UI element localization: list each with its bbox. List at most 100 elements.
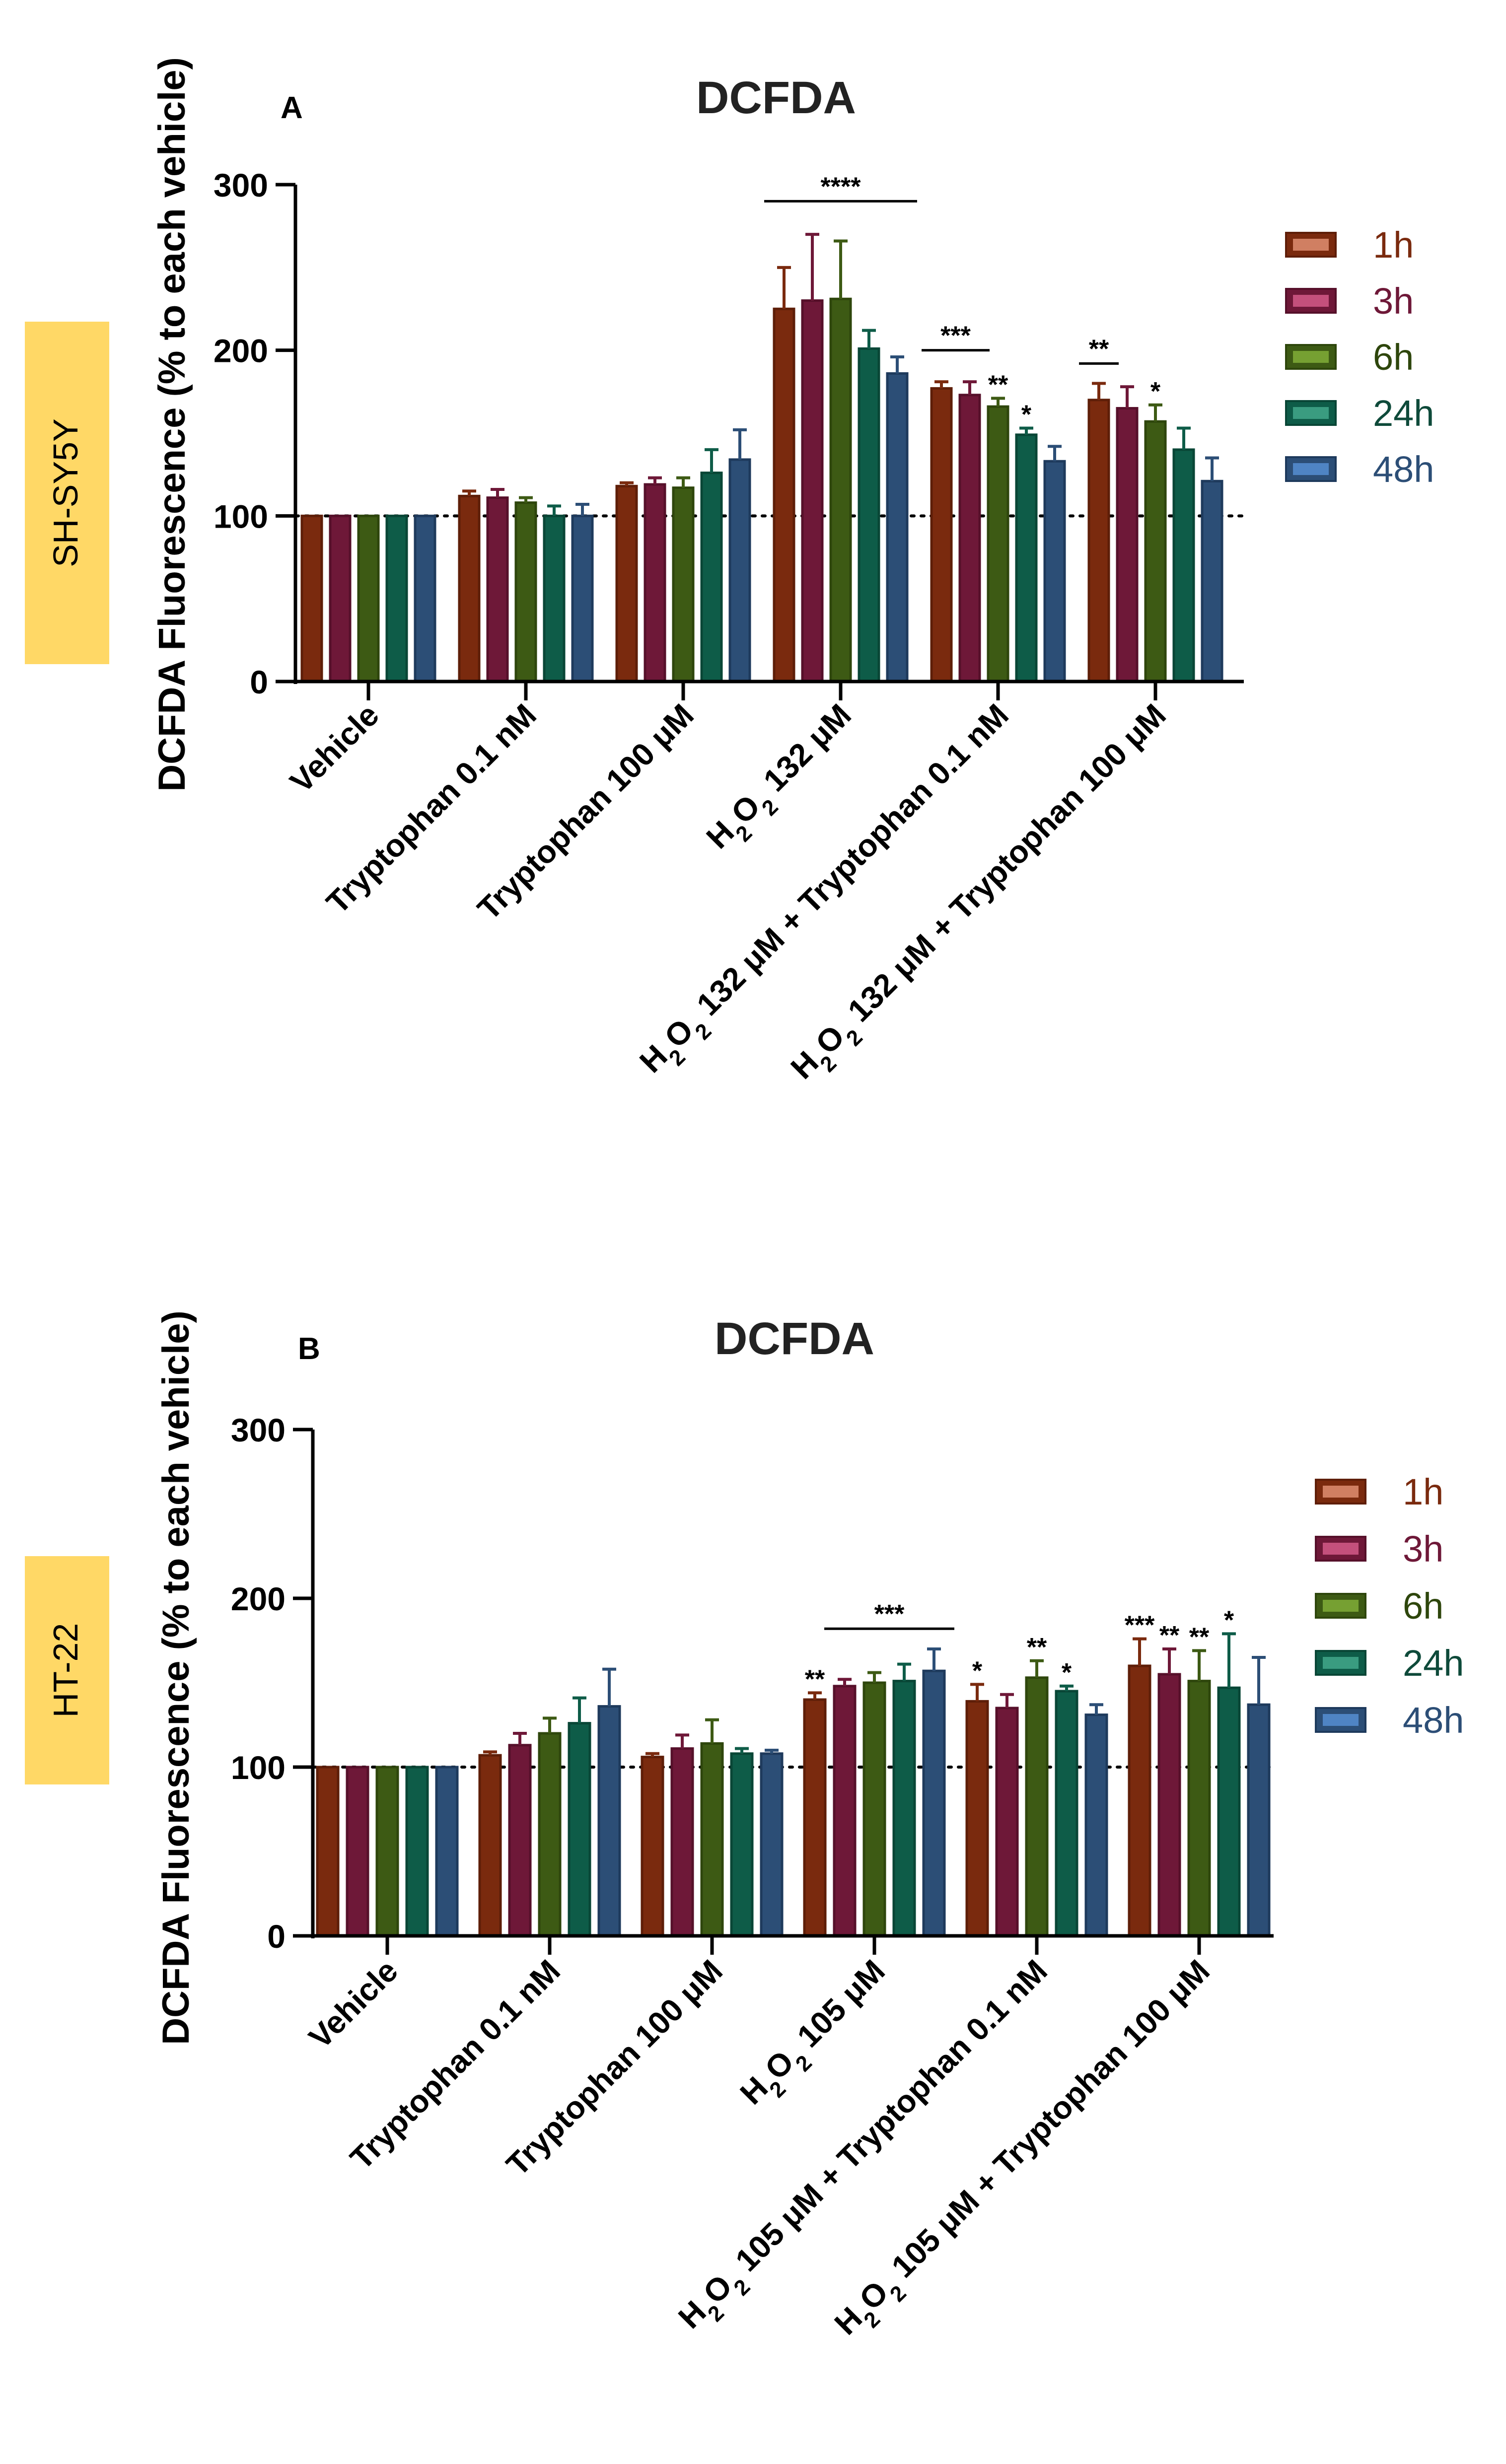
category-label: Vehicle <box>283 697 386 800</box>
legend-label-48h: 48h <box>1373 449 1434 490</box>
legend-label-24h: 24h <box>1403 1643 1464 1684</box>
legend-swatch-inner <box>1293 463 1329 475</box>
cell-line-box <box>25 1556 109 1784</box>
bar-6h-1 <box>514 501 537 683</box>
bar-3h-5 <box>1157 1673 1181 1937</box>
bar-1h-2 <box>615 484 638 683</box>
panel-letter: A <box>281 91 303 125</box>
y-tick-label: 100 <box>231 1749 286 1786</box>
legend-label-3h: 3h <box>1403 1528 1443 1570</box>
significance-mark: *** <box>1125 1611 1155 1640</box>
bar-3h-2 <box>644 483 666 683</box>
label-part: H <box>671 2294 713 2335</box>
bar-1h-3 <box>803 1698 827 1937</box>
bar-24h-2 <box>700 472 723 683</box>
label-part: H <box>633 1038 674 1080</box>
label-part: O <box>808 1018 851 1061</box>
legend-swatch-inner <box>1323 1543 1359 1555</box>
bar-24h-0 <box>385 514 408 683</box>
error-bars-layer <box>462 233 1219 516</box>
legend-label-6h: 6h <box>1373 337 1414 378</box>
legend-label-48h: 48h <box>1403 1700 1464 1741</box>
bar-24h-5 <box>1217 1686 1241 1937</box>
bar-48h-5 <box>1201 479 1223 683</box>
bar-3h-3 <box>833 1685 857 1937</box>
bars-layer <box>316 1664 1271 1937</box>
bar-3h-3 <box>801 299 824 683</box>
bar-3h-4 <box>995 1707 1019 1937</box>
bar-48h-0 <box>414 514 436 683</box>
y-axis: 0 100 200 300 <box>231 1412 315 1955</box>
legend-label-6h: 6h <box>1403 1585 1443 1627</box>
significance-label: **** <box>821 172 861 201</box>
category-label: H2O2 105 μM <box>733 1953 899 2119</box>
legend-swatch-inner <box>1323 1486 1359 1498</box>
bar-3h-1 <box>508 1744 532 1937</box>
cell-line-box <box>25 322 109 664</box>
bar-1h-4 <box>930 387 953 683</box>
significance-mark: * <box>1062 1658 1072 1687</box>
bar-6h-5 <box>1187 1680 1211 1937</box>
label-part: O <box>758 2044 800 2086</box>
bar-6h-1 <box>538 1732 562 1937</box>
significance-label: ** <box>1089 335 1109 363</box>
y-tick-label: 300 <box>214 167 268 204</box>
bar-6h-0 <box>357 514 380 683</box>
chart-title: DCFDA <box>696 72 856 123</box>
bar-3h-5 <box>1116 407 1139 683</box>
legend: 1h 3h 6h 24h 48h <box>1285 224 1434 490</box>
bar-24h-0 <box>405 1766 429 1937</box>
label-part: H <box>699 814 741 856</box>
category-label: H2O2 132 μM <box>699 697 865 863</box>
bar-24h-1 <box>543 514 566 683</box>
bar-3h-2 <box>670 1747 694 1937</box>
significance-mark: ** <box>1159 1621 1180 1650</box>
significance-label: *** <box>940 322 971 350</box>
category-label: H2O2 105 μM + Tryptophan 100 μM <box>827 1953 1223 2349</box>
bar-3h-0 <box>329 514 352 683</box>
label-part: 132 μM + Tryptophan 0.1 nM <box>684 697 1015 1028</box>
bars-layer <box>300 297 1223 683</box>
label-part: H <box>827 2300 869 2342</box>
label-part: O <box>657 1012 700 1055</box>
significance-mark: * <box>972 1656 983 1685</box>
legend-swatch-inner <box>1323 1600 1359 1612</box>
bar-24h-3 <box>892 1680 916 1937</box>
significance-mark: ** <box>1027 1633 1047 1662</box>
bar-6h-3 <box>862 1681 886 1937</box>
label-part: 132 μM <box>750 697 858 805</box>
bar-6h-0 <box>375 1766 399 1937</box>
bar-1h-4 <box>965 1700 989 1937</box>
cell-line-label: SH-SY5Y <box>46 418 85 567</box>
chart-title: DCFDA <box>715 1313 874 1364</box>
bar-3h-1 <box>486 496 509 683</box>
x-axis <box>294 680 1244 700</box>
bar-1h-3 <box>773 307 795 683</box>
bar-1h-0 <box>316 1766 340 1937</box>
bar-1h-5 <box>1087 399 1110 683</box>
error-bars-layer <box>483 1632 1266 1757</box>
label-part: Vehicle <box>283 697 386 800</box>
y-axis-label: DCFDA Fluorescence (% to each vehicle) <box>151 57 193 792</box>
significance-layer: ******* ****** <box>764 172 1161 429</box>
bar-48h-3 <box>886 372 909 683</box>
category-label: Vehicle <box>302 1953 405 2055</box>
bar-1h-0 <box>300 514 323 683</box>
bar-24h-2 <box>730 1752 754 1937</box>
legend-swatch-inner <box>1293 239 1329 251</box>
label-part: 105 μM + Tryptophan 100 μM <box>878 1953 1217 2291</box>
bar-1h-1 <box>458 494 481 683</box>
label-part: O <box>696 2268 739 2311</box>
cell-line-label: HT-22 <box>46 1623 85 1718</box>
label-part: H <box>733 2070 775 2112</box>
bar-3h-4 <box>958 394 981 683</box>
bar-48h-2 <box>728 458 751 683</box>
bar-6h-4 <box>987 405 1009 683</box>
legend-swatch-inner <box>1293 407 1329 419</box>
bar-48h-5 <box>1247 1703 1271 1937</box>
bar-48h-4 <box>1084 1713 1108 1937</box>
bar-1h-5 <box>1128 1664 1151 1937</box>
legend-label-1h: 1h <box>1403 1471 1443 1512</box>
